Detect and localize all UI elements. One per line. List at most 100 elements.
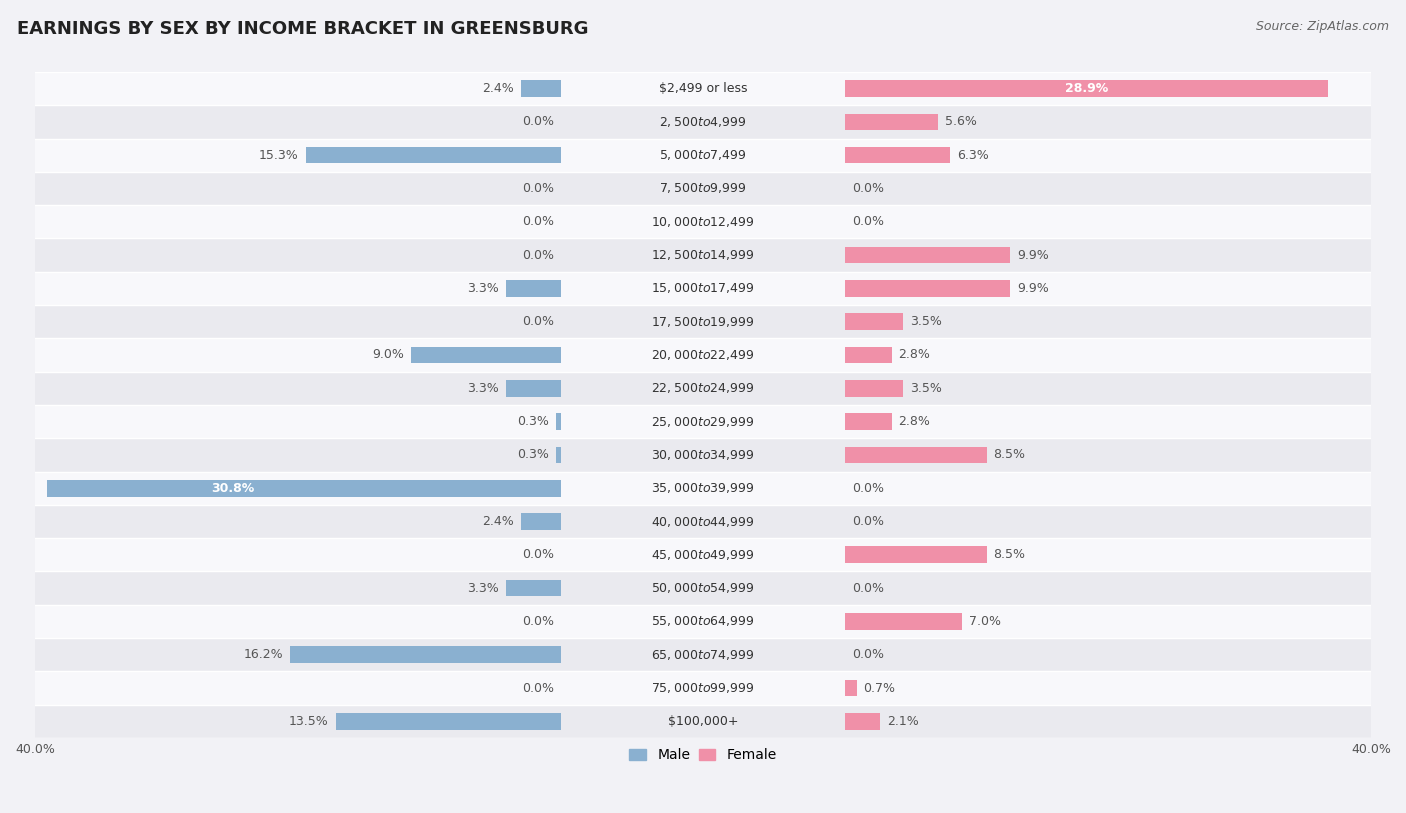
Bar <box>845 613 962 630</box>
Bar <box>35 372 1371 405</box>
Bar <box>35 105 1371 138</box>
Bar <box>35 505 1371 538</box>
Bar <box>291 646 561 663</box>
Text: 16.2%: 16.2% <box>245 648 284 661</box>
Text: $22,500 to $24,999: $22,500 to $24,999 <box>651 381 755 395</box>
Bar <box>845 346 891 363</box>
Text: $65,000 to $74,999: $65,000 to $74,999 <box>651 648 755 662</box>
Text: 2.4%: 2.4% <box>482 515 515 528</box>
Text: 0.3%: 0.3% <box>517 449 550 462</box>
Text: 9.9%: 9.9% <box>1017 249 1049 262</box>
Bar <box>35 705 1371 738</box>
Text: $5,000 to $7,499: $5,000 to $7,499 <box>659 148 747 162</box>
Bar <box>35 305 1371 338</box>
Text: 2.8%: 2.8% <box>898 415 931 428</box>
Bar <box>845 114 938 130</box>
Text: 0.0%: 0.0% <box>852 515 883 528</box>
Bar <box>506 280 561 297</box>
Text: 3.5%: 3.5% <box>910 382 942 395</box>
Text: $50,000 to $54,999: $50,000 to $54,999 <box>651 581 755 595</box>
Legend: Male, Female: Male, Female <box>624 742 782 767</box>
Bar <box>35 672 1371 705</box>
Bar <box>336 713 561 730</box>
Text: 15.3%: 15.3% <box>259 149 299 162</box>
Bar <box>845 280 1011 297</box>
Bar <box>522 513 561 530</box>
Text: 3.5%: 3.5% <box>910 315 942 328</box>
Bar <box>845 546 987 563</box>
Text: 3.3%: 3.3% <box>467 581 499 594</box>
Bar <box>506 580 561 597</box>
Text: 0.3%: 0.3% <box>517 415 550 428</box>
Text: 0.0%: 0.0% <box>523 215 554 228</box>
Text: 7.0%: 7.0% <box>969 615 1001 628</box>
Bar <box>35 572 1371 605</box>
Text: $15,000 to $17,499: $15,000 to $17,499 <box>651 281 755 295</box>
Text: $12,500 to $14,999: $12,500 to $14,999 <box>651 248 755 262</box>
Text: 6.3%: 6.3% <box>957 149 988 162</box>
Bar <box>506 380 561 397</box>
Bar <box>46 480 561 497</box>
Bar <box>845 380 904 397</box>
Text: 0.0%: 0.0% <box>523 681 554 694</box>
Text: $40,000 to $44,999: $40,000 to $44,999 <box>651 515 755 528</box>
Text: 0.0%: 0.0% <box>523 315 554 328</box>
Bar <box>845 413 891 430</box>
Bar <box>35 138 1371 172</box>
Bar <box>35 72 1371 105</box>
Text: 0.0%: 0.0% <box>523 182 554 195</box>
Text: 0.0%: 0.0% <box>852 648 883 661</box>
Text: $25,000 to $29,999: $25,000 to $29,999 <box>651 415 755 428</box>
Bar <box>411 346 561 363</box>
Text: $75,000 to $99,999: $75,000 to $99,999 <box>651 681 755 695</box>
Bar <box>845 713 880 730</box>
Text: $2,499 or less: $2,499 or less <box>659 82 747 95</box>
Text: 28.9%: 28.9% <box>1064 82 1108 95</box>
Text: 0.0%: 0.0% <box>523 615 554 628</box>
Text: $30,000 to $34,999: $30,000 to $34,999 <box>651 448 755 462</box>
Text: EARNINGS BY SEX BY INCOME BRACKET IN GREENSBURG: EARNINGS BY SEX BY INCOME BRACKET IN GRE… <box>17 20 588 38</box>
Text: $100,000+: $100,000+ <box>668 715 738 728</box>
Text: 2.1%: 2.1% <box>887 715 918 728</box>
Bar <box>35 172 1371 205</box>
Bar <box>35 238 1371 272</box>
Text: 0.0%: 0.0% <box>523 115 554 128</box>
Text: 2.4%: 2.4% <box>482 82 515 95</box>
Bar <box>555 413 561 430</box>
Text: $20,000 to $22,499: $20,000 to $22,499 <box>651 348 755 362</box>
Text: 0.0%: 0.0% <box>852 581 883 594</box>
Text: 2.8%: 2.8% <box>898 349 931 362</box>
Text: 13.5%: 13.5% <box>290 715 329 728</box>
Text: 0.0%: 0.0% <box>852 182 883 195</box>
Text: 8.5%: 8.5% <box>994 449 1025 462</box>
Text: $17,500 to $19,999: $17,500 to $19,999 <box>651 315 755 328</box>
Bar <box>35 338 1371 372</box>
Bar <box>35 438 1371 472</box>
Text: 3.3%: 3.3% <box>467 382 499 395</box>
Text: $7,500 to $9,999: $7,500 to $9,999 <box>659 181 747 195</box>
Text: 8.5%: 8.5% <box>994 548 1025 561</box>
Bar <box>35 205 1371 238</box>
Bar <box>522 80 561 97</box>
Text: 0.0%: 0.0% <box>523 249 554 262</box>
Text: $45,000 to $49,999: $45,000 to $49,999 <box>651 548 755 562</box>
Text: 0.0%: 0.0% <box>852 482 883 495</box>
Bar <box>845 80 1327 97</box>
Bar <box>845 247 1011 263</box>
Bar <box>35 605 1371 638</box>
Text: 9.0%: 9.0% <box>373 349 404 362</box>
Text: 5.6%: 5.6% <box>945 115 977 128</box>
Text: 9.9%: 9.9% <box>1017 282 1049 295</box>
Text: 0.0%: 0.0% <box>852 215 883 228</box>
Bar <box>845 680 856 697</box>
Text: $35,000 to $39,999: $35,000 to $39,999 <box>651 481 755 495</box>
Text: 0.0%: 0.0% <box>523 548 554 561</box>
Bar <box>845 446 987 463</box>
Bar <box>35 405 1371 438</box>
Bar <box>35 472 1371 505</box>
Text: $2,500 to $4,999: $2,500 to $4,999 <box>659 115 747 129</box>
Text: 0.7%: 0.7% <box>863 681 896 694</box>
Bar <box>555 446 561 463</box>
Text: Source: ZipAtlas.com: Source: ZipAtlas.com <box>1256 20 1389 33</box>
Bar <box>35 538 1371 572</box>
